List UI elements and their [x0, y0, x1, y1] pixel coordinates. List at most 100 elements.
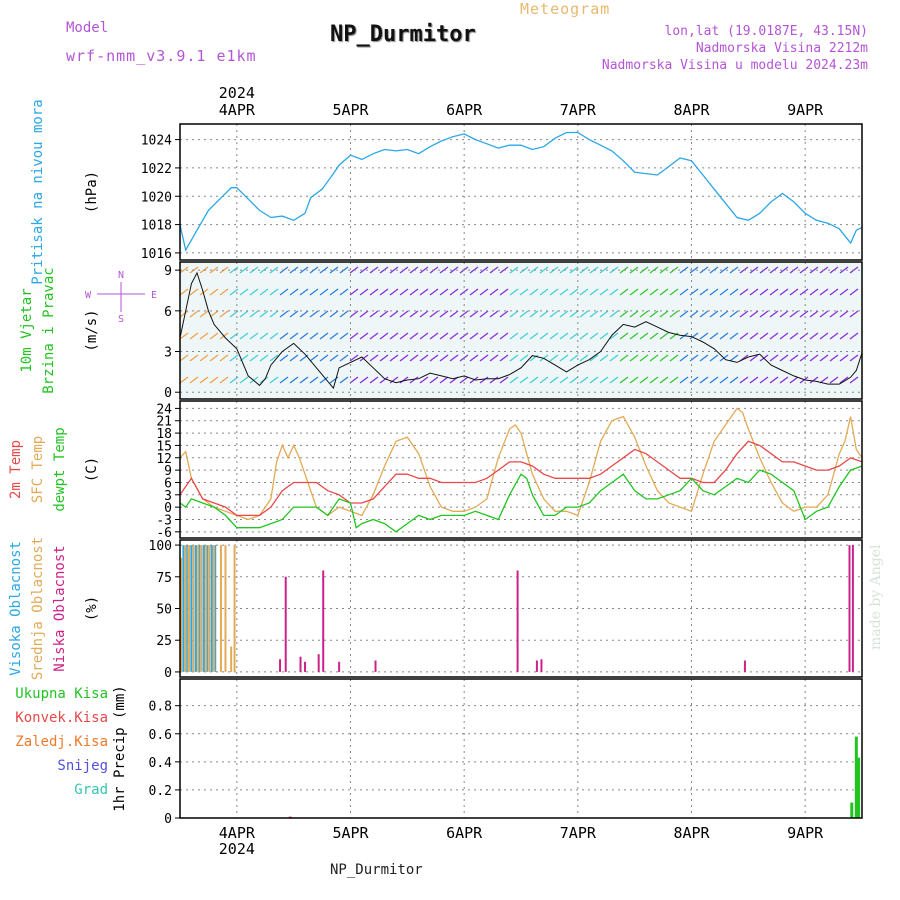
wind-barb [269, 354, 279, 362]
wind-barb [429, 376, 439, 384]
wind-barb [739, 376, 749, 384]
temperature-ylabel: dewpt Temp [52, 427, 68, 511]
wind-barb [319, 376, 329, 384]
wind-barb [209, 310, 219, 318]
wind-barb [649, 288, 659, 296]
wind-barb [589, 288, 599, 296]
wind-barb [459, 376, 469, 384]
pressure-line [179, 131, 863, 252]
wind-barb [669, 376, 679, 384]
wind-barb [509, 332, 519, 340]
wind-barb [629, 310, 639, 318]
temperature-unit-label: (C) [84, 457, 100, 482]
temperature-ytick-label: 24 [156, 402, 172, 417]
wind-barb [469, 376, 479, 384]
wind-barb [849, 354, 859, 362]
temperature-line [179, 465, 863, 533]
wind-barb [359, 266, 369, 274]
wind-barb [249, 354, 259, 362]
pressure-panel: 1016 1018 1020 1022 1024 Pritisak na nivou mo… [30, 99, 863, 285]
bottom-axis-tick-label: 8APR [673, 824, 710, 842]
wind-barb [829, 288, 839, 296]
wind-barb [829, 332, 839, 340]
wind-barb [559, 310, 569, 318]
wind-barb [479, 310, 489, 318]
wind-barb [669, 354, 679, 362]
wind-barb [319, 288, 329, 296]
wind-barb [809, 310, 819, 318]
wind-barb [189, 332, 199, 340]
made-by-watermark: made by Angel [868, 544, 884, 651]
wind-barb [629, 354, 639, 362]
footer-station: NP_Durmitor [330, 862, 423, 878]
cloud-ytick-label: 25 [156, 634, 172, 649]
wind-barb [549, 354, 559, 362]
wind-barb [269, 288, 279, 296]
wind-barb [699, 288, 709, 296]
wind-barb [849, 332, 859, 340]
wind-barb [369, 310, 379, 318]
wind-barb [759, 376, 769, 384]
wind-barb [779, 376, 789, 384]
wind-barb [249, 288, 259, 296]
bottom-axis-year: 2024 [219, 840, 255, 858]
wind-barb [819, 288, 829, 296]
wind-barb [789, 310, 799, 318]
temperature-ylabel: SFC Temp [30, 436, 46, 503]
wind-barb [839, 310, 849, 318]
wind-barb [769, 354, 779, 362]
wind-barb [629, 288, 639, 296]
wind-barb [749, 332, 759, 340]
temperature-ytick-label: 15 [156, 439, 172, 454]
wind-barb [759, 288, 769, 296]
wind-barb [819, 310, 829, 318]
wind-barb [399, 332, 409, 340]
wind-barb [529, 310, 539, 318]
wind-barb [579, 376, 589, 384]
wind-barb [349, 332, 359, 340]
wind-barb [309, 310, 319, 318]
wind-barb [759, 332, 769, 340]
temperature-ytick-label: 18 [156, 427, 172, 442]
wind-barb [289, 354, 299, 362]
wind-compass: N S W E [85, 270, 157, 325]
wind-barb [839, 288, 849, 296]
wind-barb [719, 310, 729, 318]
wind-barb [609, 332, 619, 340]
wind-barb [659, 354, 669, 362]
pressure-ytick-label: 1018 [141, 219, 172, 234]
wind-barb [629, 266, 639, 274]
wind-barb [299, 288, 309, 296]
wind-barb [709, 354, 719, 362]
wind-barb [619, 376, 629, 384]
pressure-ytick-label: 1016 [141, 247, 172, 262]
pressure-ytick-label: 1020 [141, 190, 172, 205]
cloud-ytick-label: 100 [149, 539, 172, 554]
wind-barb [459, 310, 469, 318]
wind-barb [379, 376, 389, 384]
pressure-ylabel: Pritisak na nivou mora [30, 99, 46, 284]
wind-barb [559, 332, 569, 340]
wind-barb [519, 376, 529, 384]
wind-barb [299, 332, 309, 340]
wind-barb [619, 288, 629, 296]
precip-ytick-label: 0.8 [149, 700, 172, 715]
wind-barb [209, 354, 219, 362]
wind-barb [599, 288, 609, 296]
wind-barb [789, 376, 799, 384]
wind-barb [589, 354, 599, 362]
wind-barb [389, 288, 399, 296]
wind-barb [199, 376, 209, 384]
lonlat-label: lon,lat (19.0187E, 43.15N) [664, 24, 869, 39]
wind-barb [439, 354, 449, 362]
wind-barb [439, 376, 449, 384]
wind-barb [639, 354, 649, 362]
wind-barb [839, 266, 849, 274]
wind-barb [749, 376, 759, 384]
bottom-axis-tick-label: 6APR [446, 824, 483, 842]
cloud-ylabel: Niska Oblacnost [52, 545, 68, 671]
wind-barb [739, 288, 749, 296]
wind-barb [379, 310, 389, 318]
wind-barb [569, 310, 579, 318]
